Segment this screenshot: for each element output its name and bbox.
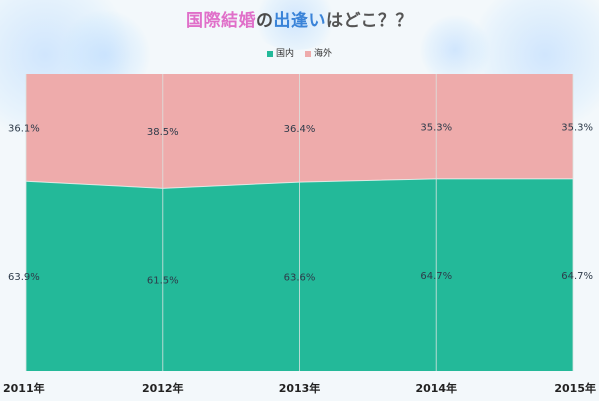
data-label-domestic: 64.7% xyxy=(420,271,452,282)
data-label-overseas: 35.3% xyxy=(561,122,593,133)
legend-item-domestic: 国内 xyxy=(267,46,294,59)
title-part-1: 国際結婚 xyxy=(186,11,256,31)
data-label-overseas: 36.1% xyxy=(8,124,40,135)
chart-title: 国際結婚の出逢いはどこ？？ xyxy=(0,6,599,31)
title-part-3: 出逢い xyxy=(273,11,326,31)
title-part-4: はどこ？？ xyxy=(326,11,413,31)
legend-label-overseas: 海外 xyxy=(313,49,332,59)
data-label-overseas: 35.3% xyxy=(420,122,452,133)
x-tick-label: 2011年 xyxy=(3,381,45,395)
legend-label-domestic: 国内 xyxy=(276,49,295,59)
title-part-2: の xyxy=(256,11,274,31)
x-tick-label: 2013年 xyxy=(279,381,321,395)
data-label-domestic: 63.9% xyxy=(8,272,40,283)
data-label-domestic: 61.5% xyxy=(147,276,179,287)
x-tick-label: 2015年 xyxy=(554,381,596,395)
data-label-domestic: 63.6% xyxy=(284,273,316,284)
legend-item-overseas: 海外 xyxy=(304,46,332,59)
x-tick-label: 2012年 xyxy=(142,381,184,395)
data-label-overseas: 36.4% xyxy=(284,124,316,135)
data-label-domestic: 64.7% xyxy=(561,271,593,282)
legend-swatch-overseas xyxy=(304,50,311,57)
data-label-overseas: 38.5% xyxy=(147,127,179,138)
x-tick-label: 2014年 xyxy=(415,381,457,395)
legend: 国内 海外 xyxy=(0,46,599,59)
legend-swatch-domestic xyxy=(267,50,274,57)
